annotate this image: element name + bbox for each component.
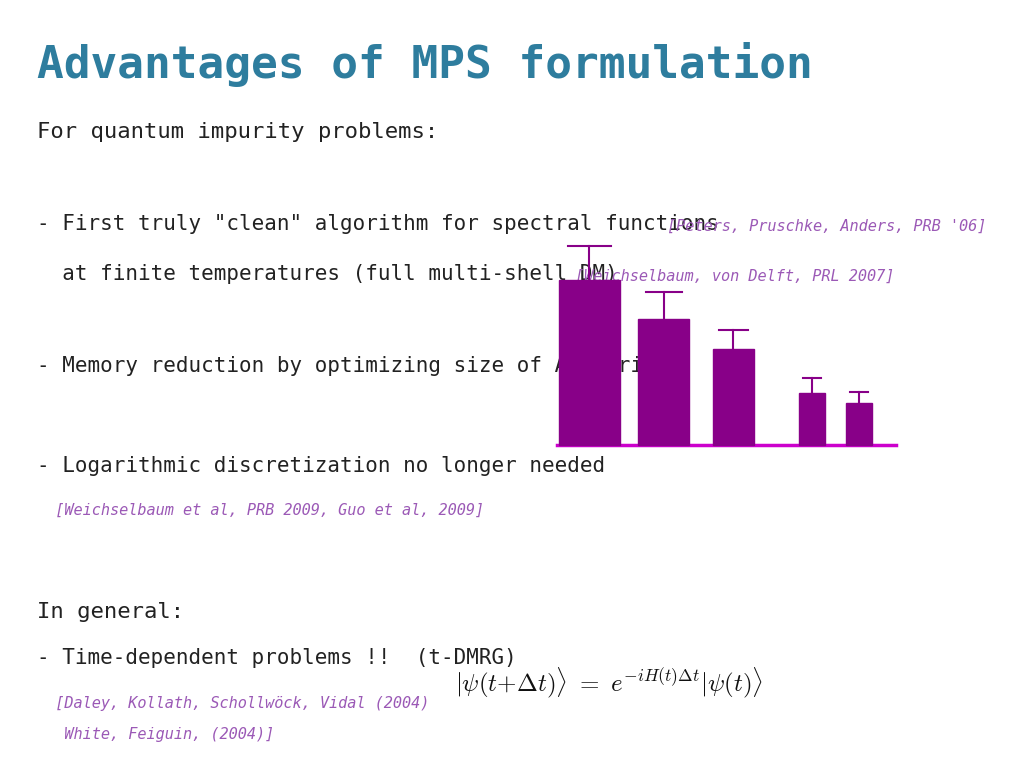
Text: at finite temperatures (full multi-shell DM): at finite temperatures (full multi-shell… <box>37 264 631 284</box>
Text: [Daley, Kollath, Schollwöck, Vidal (2004): [Daley, Kollath, Schollwöck, Vidal (2004… <box>37 696 429 711</box>
Text: - Logarithmic discretization no longer needed: - Logarithmic discretization no longer n… <box>37 456 605 476</box>
Text: In general:: In general: <box>37 602 184 622</box>
Text: $|\psi(t{+}\Delta t)\rangle \ = \ e^{-iH(t)\Delta t}|\psi(t)\rangle$: $|\psi(t{+}\Delta t)\rangle \ = \ e^{-iH… <box>455 665 763 700</box>
Text: White, Feiguin, (2004)]: White, Feiguin, (2004)] <box>37 727 274 742</box>
Text: [Weichselbaum, von Delft, PRL 2007]: [Weichselbaum, von Delft, PRL 2007] <box>575 268 894 283</box>
Text: [Peters, Pruschke, Anders, PRB '06]: [Peters, Pruschke, Anders, PRB '06] <box>667 218 986 233</box>
Text: - First truly "clean" algorithm for spectral functions: - First truly "clean" algorithm for spec… <box>37 214 731 234</box>
FancyBboxPatch shape <box>559 280 620 445</box>
Text: - Memory reduction by optimizing size of A-matrices: - Memory reduction by optimizing size of… <box>37 356 681 376</box>
FancyBboxPatch shape <box>638 319 689 445</box>
FancyBboxPatch shape <box>800 393 825 445</box>
Text: Advantages of MPS formulation: Advantages of MPS formulation <box>37 42 813 88</box>
Text: - Time-dependent problems !!  (t-DMRG): - Time-dependent problems !! (t-DMRG) <box>37 648 517 668</box>
Text: [Weichselbaum et al, PRB 2009, Guo et al, 2009]: [Weichselbaum et al, PRB 2009, Guo et al… <box>37 502 484 518</box>
FancyBboxPatch shape <box>846 403 871 445</box>
Text: For quantum impurity problems:: For quantum impurity problems: <box>37 122 438 142</box>
FancyBboxPatch shape <box>713 349 755 445</box>
